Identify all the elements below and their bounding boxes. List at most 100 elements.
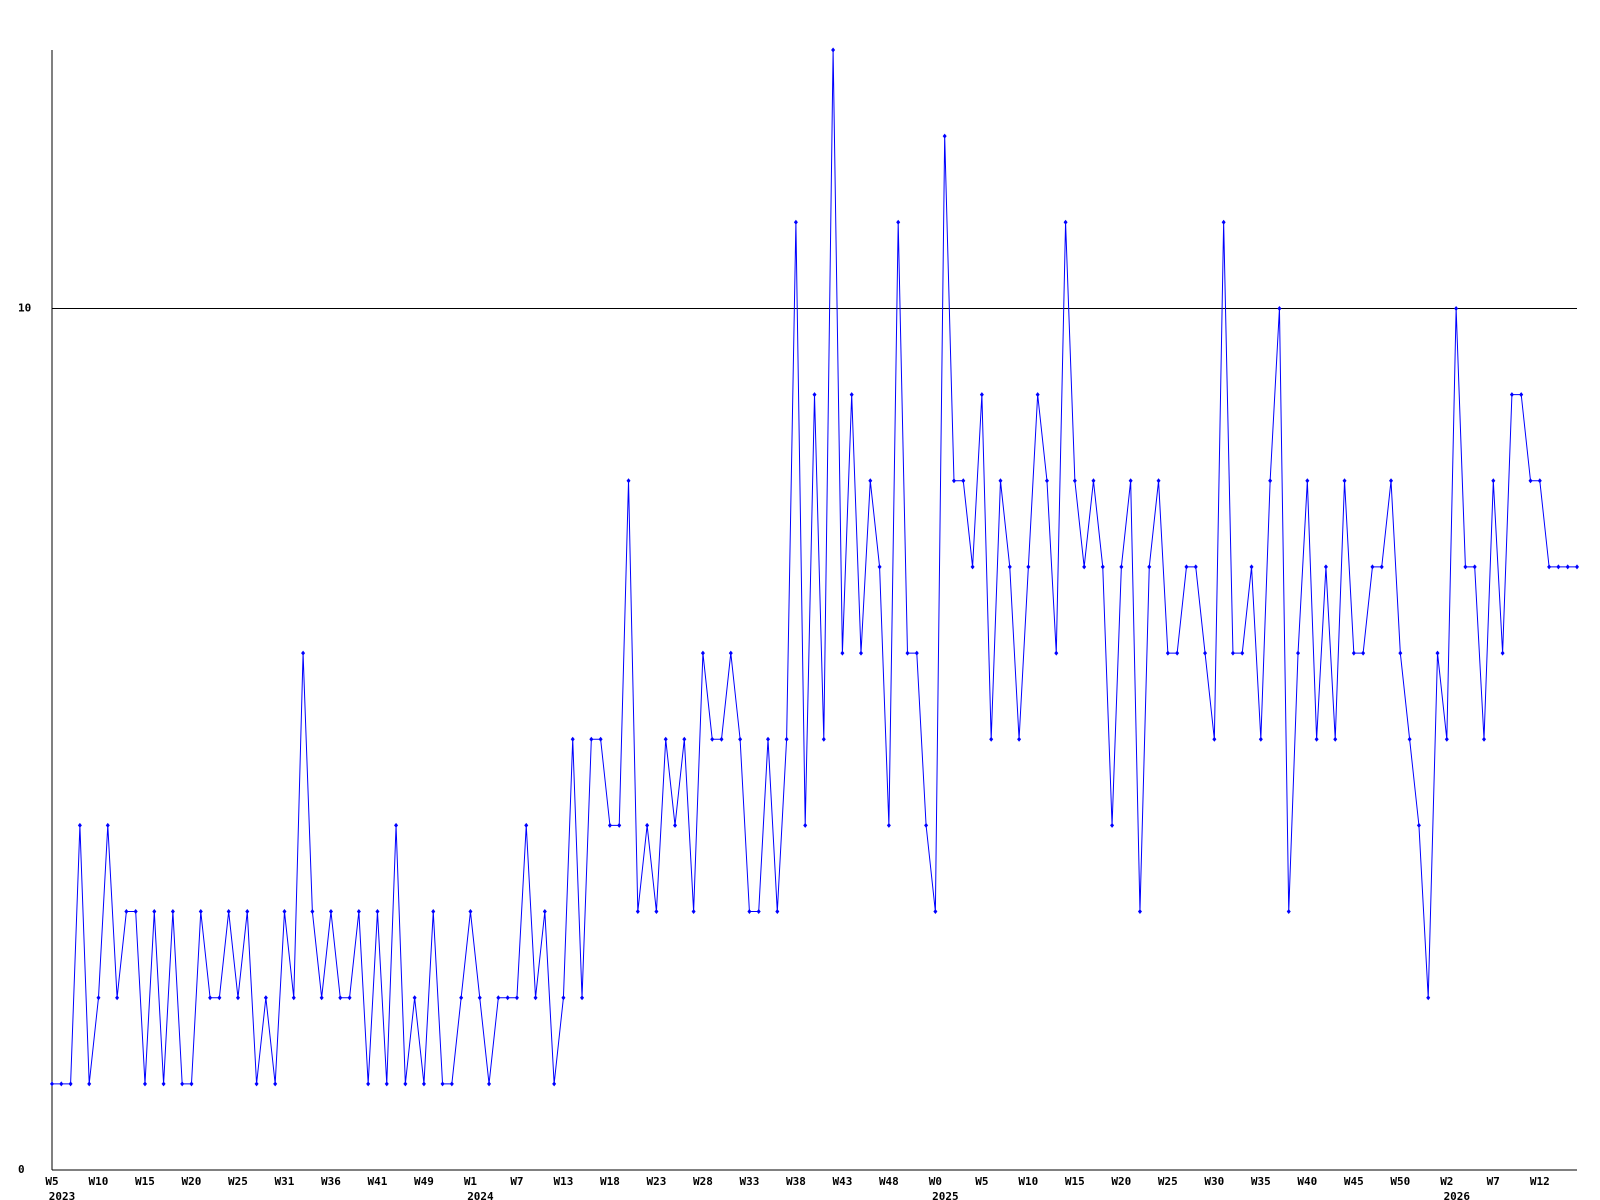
x-tick-label: W15 [135, 1175, 155, 1188]
data-point [682, 736, 687, 742]
data-point [1054, 650, 1059, 656]
data-point [1426, 995, 1431, 1001]
data-point [77, 822, 82, 828]
data-point [970, 564, 975, 570]
data-point [728, 650, 733, 656]
data-point [412, 995, 417, 1001]
data-point [198, 909, 203, 915]
data-point [263, 995, 268, 1001]
data-point [1044, 478, 1049, 484]
x-year-label: 2025 [932, 1190, 959, 1200]
data-line [52, 49, 1577, 1085]
data-point [840, 650, 845, 656]
x-tick-label: W12 [1530, 1175, 1550, 1188]
data-point [1193, 564, 1198, 570]
data-point [598, 736, 603, 742]
data-point [1156, 478, 1161, 484]
data-point [738, 736, 743, 742]
data-point [394, 822, 399, 828]
data-point [1296, 650, 1301, 656]
x-tick-label: W45 [1344, 1175, 1364, 1188]
data-point [700, 650, 705, 656]
data-point [1472, 564, 1477, 570]
data-point [886, 822, 891, 828]
data-point [208, 995, 213, 1001]
x-tick-label: W23 [646, 1175, 666, 1188]
data-point [868, 478, 873, 484]
data-point [821, 736, 826, 742]
data-point [552, 1081, 557, 1087]
data-point [570, 736, 575, 742]
data-point [384, 1081, 389, 1087]
x-tick-label: W1 [464, 1175, 478, 1188]
data-point [449, 1081, 454, 1087]
data-point [133, 909, 138, 915]
data-point [1026, 564, 1031, 570]
data-point [468, 909, 473, 915]
data-point [226, 909, 231, 915]
x-tick-label: W10 [89, 1175, 109, 1188]
data-point [1528, 478, 1533, 484]
data-point [1305, 478, 1310, 484]
data-point [1537, 478, 1542, 484]
data-point [245, 909, 250, 915]
x-tick-label: W49 [414, 1175, 434, 1188]
data-point [561, 995, 566, 1001]
data-point [793, 219, 798, 225]
x-tick-label: W20 [182, 1175, 202, 1188]
data-point [1407, 736, 1412, 742]
y-tick-label: 10 [18, 301, 31, 314]
data-point [607, 822, 612, 828]
x-tick-label: W2 [1440, 1175, 1453, 1188]
data-point [1435, 650, 1440, 656]
data-point [87, 1081, 92, 1087]
data-point [1091, 478, 1096, 484]
data-point [514, 995, 519, 1001]
data-point [663, 736, 668, 742]
data-point [1277, 305, 1282, 311]
data-point [1323, 564, 1328, 570]
x-year-label: 2023 [49, 1190, 76, 1200]
data-point [235, 995, 240, 1001]
data-point [403, 1081, 408, 1087]
data-point [1119, 564, 1124, 570]
data-point [96, 995, 101, 1001]
data-point [831, 47, 836, 53]
x-year-label: 2024 [467, 1190, 494, 1200]
data-point [105, 822, 110, 828]
x-tick-label: W0 [929, 1175, 942, 1188]
data-point [1314, 736, 1319, 742]
data-point [979, 392, 984, 398]
data-point [1389, 478, 1394, 484]
x-tick-label: W48 [879, 1175, 899, 1188]
data-point [877, 564, 882, 570]
x-tick-label: W35 [1251, 1175, 1271, 1188]
x-tick-label: W33 [739, 1175, 759, 1188]
data-point [301, 650, 306, 656]
data-point [1165, 650, 1170, 656]
data-point [626, 478, 631, 484]
data-point [459, 995, 464, 1001]
data-point [59, 1081, 64, 1087]
data-point [1110, 822, 1115, 828]
data-point [273, 1081, 278, 1087]
data-point [998, 478, 1003, 484]
data-point [589, 736, 594, 742]
data-point [1519, 392, 1524, 398]
data-point [1286, 909, 1291, 915]
data-point [375, 909, 380, 915]
x-tick-label: W28 [693, 1175, 713, 1188]
data-point [1007, 564, 1012, 570]
data-point [775, 909, 780, 915]
data-point [942, 133, 947, 139]
data-point [1184, 564, 1189, 570]
x-tick-label: W18 [600, 1175, 620, 1188]
data-point [487, 1081, 492, 1087]
data-point [1416, 822, 1421, 828]
data-point [784, 736, 789, 742]
data-point [347, 995, 352, 1001]
data-point [217, 995, 222, 1001]
data-point [989, 736, 994, 742]
x-tick-label: W7 [1487, 1175, 1500, 1188]
